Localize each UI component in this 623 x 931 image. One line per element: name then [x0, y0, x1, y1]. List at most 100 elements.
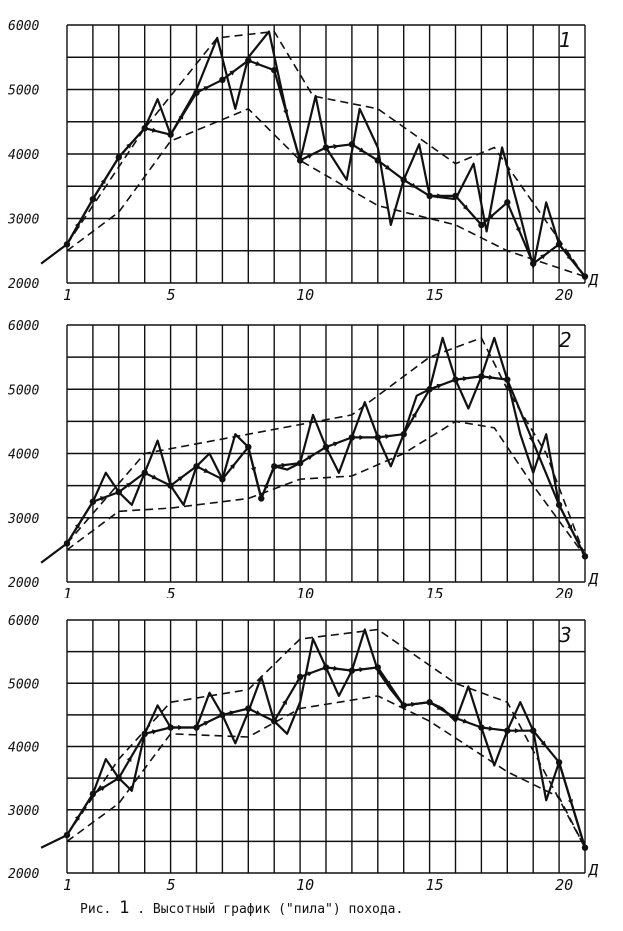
x-tick-labels: 1 5 10 15 20Д	[63, 271, 599, 304]
grid	[66, 619, 586, 874]
trend-arrowhead	[515, 227, 521, 234]
trend-arrowhead	[332, 441, 339, 447]
trend-arrowhead	[74, 221, 80, 228]
trend-arrowhead	[229, 70, 236, 76]
figure-caption: Рис. 1 . Высотный график ("пила") похода…	[80, 898, 403, 918]
y-tick-label: 2000	[8, 277, 39, 292]
trend-arrowhead	[488, 725, 495, 732]
x-tick-label: 10	[296, 876, 314, 894]
saw-line	[40, 30, 586, 278]
saw-series-line	[40, 628, 587, 849]
trend-point	[245, 705, 252, 712]
trend-arrowhead	[74, 814, 80, 821]
x-tick-label: 20	[555, 876, 573, 894]
trend-arrowhead	[281, 462, 288, 468]
trend-point	[296, 157, 304, 164]
trend-arrowhead	[436, 383, 443, 389]
trend-point	[193, 89, 200, 96]
trend-point	[219, 711, 226, 719]
trend-arrowhead	[151, 474, 158, 480]
y-tick-label: 5000	[8, 84, 39, 99]
x-tick-labels: 1 5 10 15 20Д	[63, 570, 599, 598]
y-tick-label: 5000	[8, 383, 39, 398]
trend-arrowhead	[333, 144, 339, 150]
panel-label-group: 2	[559, 328, 572, 352]
trend-arrowhead	[203, 721, 210, 726]
saw-series-line	[40, 336, 586, 564]
trend-arrowhead	[437, 193, 443, 199]
trend-point	[348, 434, 356, 441]
trend-arrowhead	[255, 710, 262, 715]
trend-arrowhead	[283, 109, 289, 116]
trend-arrowhead	[229, 710, 236, 716]
x-tick-label: 5	[167, 876, 176, 894]
trend-point	[400, 702, 407, 709]
trend-point	[426, 386, 433, 393]
trend-point	[115, 154, 123, 161]
trend-arrowhead	[255, 60, 262, 66]
x-tick-label: 1	[63, 876, 72, 894]
trend-arrowhead	[307, 455, 314, 461]
panel-label: 1	[559, 28, 572, 52]
trend-point	[296, 673, 304, 681]
trend-point	[296, 459, 304, 467]
y-tick-label: 3000	[7, 512, 39, 527]
trend-point	[555, 501, 563, 509]
trend-arrowhead	[229, 463, 236, 469]
trend-point	[89, 790, 97, 798]
trend-point	[115, 774, 123, 782]
trend-arrowhead	[203, 86, 210, 92]
trend-arrowhead	[151, 729, 158, 735]
trend-arrowhead	[528, 436, 534, 443]
grid	[66, 324, 586, 583]
x-axis-label: Д	[587, 861, 599, 879]
y-tick-labels: 2000 3000 4000 5000 6000	[7, 19, 39, 292]
saw-line	[40, 336, 586, 564]
trend-point	[322, 664, 330, 671]
trend-point	[504, 199, 511, 206]
lower-envelope-line	[66, 695, 586, 849]
trend-point	[167, 724, 174, 731]
trend-arrowhead	[100, 178, 106, 185]
x-tick-label: 1	[63, 585, 72, 598]
trend-point	[555, 759, 563, 766]
caption-prefix: Рис.	[80, 902, 112, 917]
trend-point	[219, 76, 226, 84]
upper-envelope-line	[66, 628, 586, 849]
trend-point	[555, 241, 563, 248]
x-tick-label: 20	[555, 585, 573, 598]
trend-point	[400, 431, 407, 438]
trend-point	[63, 831, 71, 839]
trend-point	[504, 727, 511, 734]
panel-label-group: 3	[559, 623, 572, 647]
trend-arrowhead	[411, 411, 417, 418]
trend-arrowhead	[462, 718, 469, 724]
trend-point	[115, 488, 123, 496]
trend-arrowhead	[359, 434, 365, 441]
lower-envelope-line	[66, 107, 586, 278]
trend-arrowhead	[462, 204, 469, 211]
y-tick-label: 5000	[8, 677, 39, 692]
y-tick-label: 6000	[8, 614, 39, 629]
trend-line	[63, 373, 589, 560]
saw-series-line	[40, 30, 586, 278]
upper-envelope-line	[66, 336, 586, 557]
y-tick-label: 2000	[8, 576, 39, 591]
trend-point	[89, 195, 97, 203]
trend-arrowhead	[359, 667, 365, 673]
caption-text: . Высотный график ("пила") похода.	[137, 902, 404, 917]
trend-line	[63, 664, 589, 851]
trend-point	[374, 664, 381, 671]
envelope-lines	[66, 628, 586, 849]
trend-point	[348, 141, 356, 148]
trend-arrowhead	[178, 724, 184, 731]
trend-point	[478, 221, 485, 229]
trend-point	[530, 260, 537, 267]
x-tick-label: 10	[296, 286, 314, 304]
trend-point	[348, 667, 356, 674]
y-tick-label: 3000	[7, 213, 39, 228]
x-tick-label: 15	[426, 585, 444, 598]
trend-point	[530, 727, 537, 734]
trend-arrowhead	[177, 475, 184, 482]
